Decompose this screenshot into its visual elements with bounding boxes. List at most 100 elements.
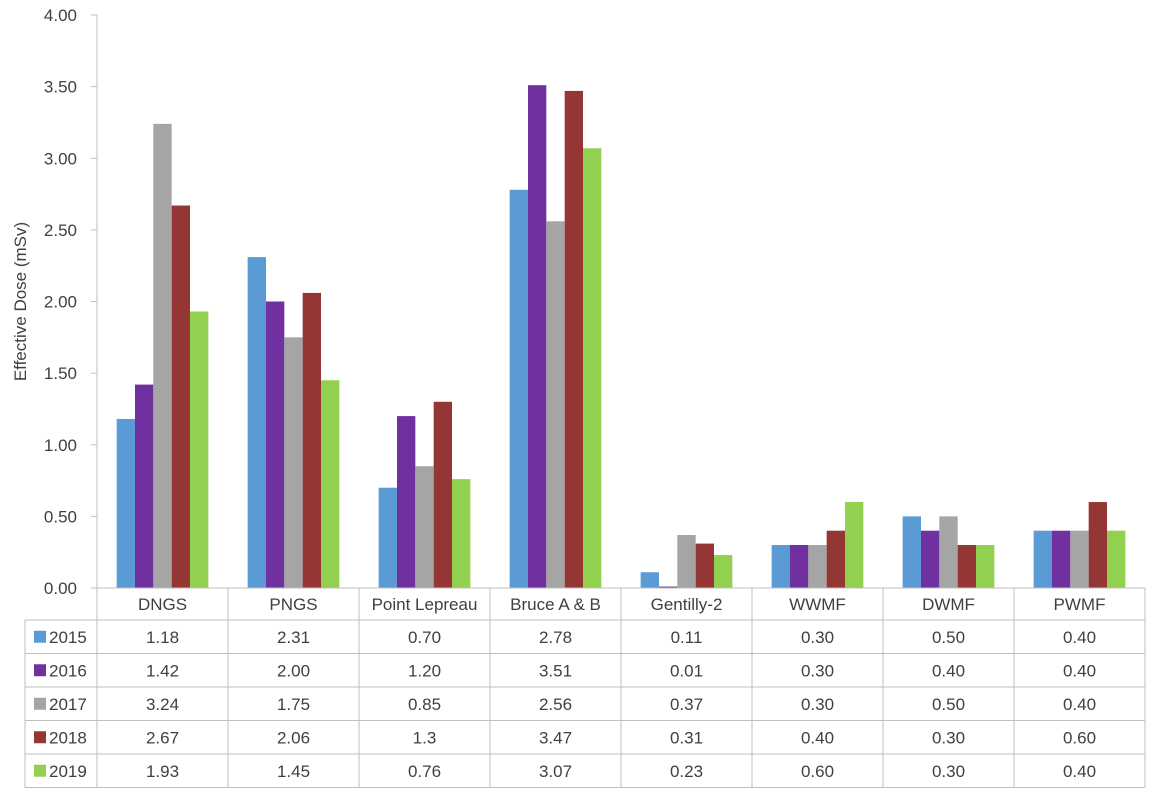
bar-2017-gentilly-2 xyxy=(677,534,696,588)
category-label: Point Lepreau xyxy=(372,595,478,614)
data-label: 1.20 xyxy=(408,661,441,680)
y-axis-title: Effective Dose (mSv) xyxy=(11,222,30,381)
data-label: 0.50 xyxy=(932,695,965,714)
data-label: 1.42 xyxy=(146,661,179,680)
data-label: 0.30 xyxy=(801,628,834,647)
bar-2017-pngs xyxy=(284,337,303,588)
legend-label-2018: 2018 xyxy=(49,728,87,747)
bar-2018-wwmf xyxy=(826,530,846,588)
data-label: 2.00 xyxy=(277,661,310,680)
data-label: 3.51 xyxy=(539,661,572,680)
data-label: 0.01 xyxy=(670,661,703,680)
data-label: 3.47 xyxy=(539,728,572,747)
data-label: 1.18 xyxy=(146,628,179,647)
bar-2019-point-lepreau xyxy=(452,479,471,588)
category-label: PWMF xyxy=(1054,595,1106,614)
bar-2019-dwmf xyxy=(976,545,995,588)
data-label: 0.40 xyxy=(932,661,965,680)
bar-2015-wwmf xyxy=(771,545,790,588)
bar-2017-dwmf xyxy=(939,516,958,588)
bar-2017-point-lepreau xyxy=(415,466,434,588)
data-label: 0.40 xyxy=(1063,762,1096,781)
category-label: DWMF xyxy=(922,595,975,614)
data-label: 0.60 xyxy=(1063,728,1096,747)
data-label: 3.07 xyxy=(539,762,572,781)
bar-2016-dngs xyxy=(134,384,154,588)
legend-swatch-2017 xyxy=(34,697,46,710)
data-label: 0.40 xyxy=(1063,695,1096,714)
legend-swatch-2015 xyxy=(34,630,46,643)
data-label: 0.23 xyxy=(670,762,703,781)
data-label: 0.70 xyxy=(408,628,441,647)
bar-2018-pwmf xyxy=(1088,502,1108,588)
bar-2019-pngs xyxy=(321,380,340,588)
bar-2015-dngs xyxy=(116,418,135,588)
legend-label-2015: 2015 xyxy=(49,628,87,647)
data-label: 0.30 xyxy=(801,695,834,714)
bar-2017-wwmf xyxy=(808,545,827,588)
bar-2015-dwmf xyxy=(902,516,921,588)
legend-label-2017: 2017 xyxy=(49,695,87,714)
bar-2015-bruce-a-b xyxy=(509,189,528,588)
data-label: 0.11 xyxy=(671,628,703,647)
category-label: PNGS xyxy=(269,595,317,614)
data-label: 0.30 xyxy=(932,728,965,747)
y-tick-label: 2.00 xyxy=(44,293,77,312)
bar-2017-bruce-a-b xyxy=(546,221,565,588)
y-tick-label: 3.50 xyxy=(44,78,77,97)
data-label: 0.50 xyxy=(932,628,965,647)
bar-2017-pwmf xyxy=(1070,530,1089,588)
data-label: 0.30 xyxy=(801,661,834,680)
data-label: 2.31 xyxy=(277,628,310,647)
data-label: 1.45 xyxy=(277,762,310,781)
y-tick-label: 3.00 xyxy=(44,149,77,168)
data-label: 0.30 xyxy=(932,762,965,781)
data-label: 2.78 xyxy=(539,628,572,647)
data-label: 2.67 xyxy=(146,728,179,747)
data-label: 0.37 xyxy=(670,695,703,714)
data-label: 2.06 xyxy=(277,728,310,747)
y-tick-label: 1.00 xyxy=(44,436,77,455)
bar-2016-bruce-a-b xyxy=(527,85,547,588)
data-label: 0.40 xyxy=(1063,661,1096,680)
legend-swatch-2019 xyxy=(34,764,46,777)
bar-2019-bruce-a-b xyxy=(583,148,602,588)
bar-2015-point-lepreau xyxy=(378,487,397,588)
data-label: 1.93 xyxy=(146,762,179,781)
data-label: 0.85 xyxy=(408,695,441,714)
legend-swatch-2016 xyxy=(34,664,46,677)
y-tick-label: 1.50 xyxy=(44,364,77,383)
data-label: 2.56 xyxy=(539,695,572,714)
bar-2019-wwmf xyxy=(845,502,864,588)
y-tick-label: 2.50 xyxy=(44,221,77,240)
bar-2018-bruce-a-b xyxy=(564,90,584,589)
bar-2019-pwmf xyxy=(1107,530,1126,588)
bar-2018-dngs xyxy=(171,205,191,588)
category-label: WWMF xyxy=(789,595,846,614)
bar-2016-point-lepreau xyxy=(396,416,416,588)
bar-2016-gentilly-2 xyxy=(658,586,678,588)
legend-label-2019: 2019 xyxy=(49,762,87,781)
bar-2016-wwmf xyxy=(789,545,809,588)
bar-2018-dwmf xyxy=(957,545,977,588)
bar-2015-pngs xyxy=(247,257,266,588)
bar-2018-pngs xyxy=(302,292,322,588)
data-label: 0.76 xyxy=(408,762,441,781)
data-label: 1.3 xyxy=(413,728,437,747)
data-label: 0.60 xyxy=(801,762,834,781)
bar-2016-pwmf xyxy=(1051,530,1071,588)
bar-2018-gentilly-2 xyxy=(695,543,715,588)
data-label: 3.24 xyxy=(146,695,179,714)
legend-swatch-2018 xyxy=(34,731,46,744)
bar-2017-dngs xyxy=(153,123,172,589)
bar-2019-dngs xyxy=(190,311,209,588)
y-tick-label: 4.00 xyxy=(44,6,77,25)
bar-2018-point-lepreau xyxy=(433,401,453,588)
legend-label-2016: 2016 xyxy=(49,661,87,680)
data-label: 0.40 xyxy=(1063,628,1096,647)
category-label: Gentilly-2 xyxy=(651,595,723,614)
bar-2019-gentilly-2 xyxy=(714,555,733,588)
category-label: Bruce A & B xyxy=(510,595,601,614)
